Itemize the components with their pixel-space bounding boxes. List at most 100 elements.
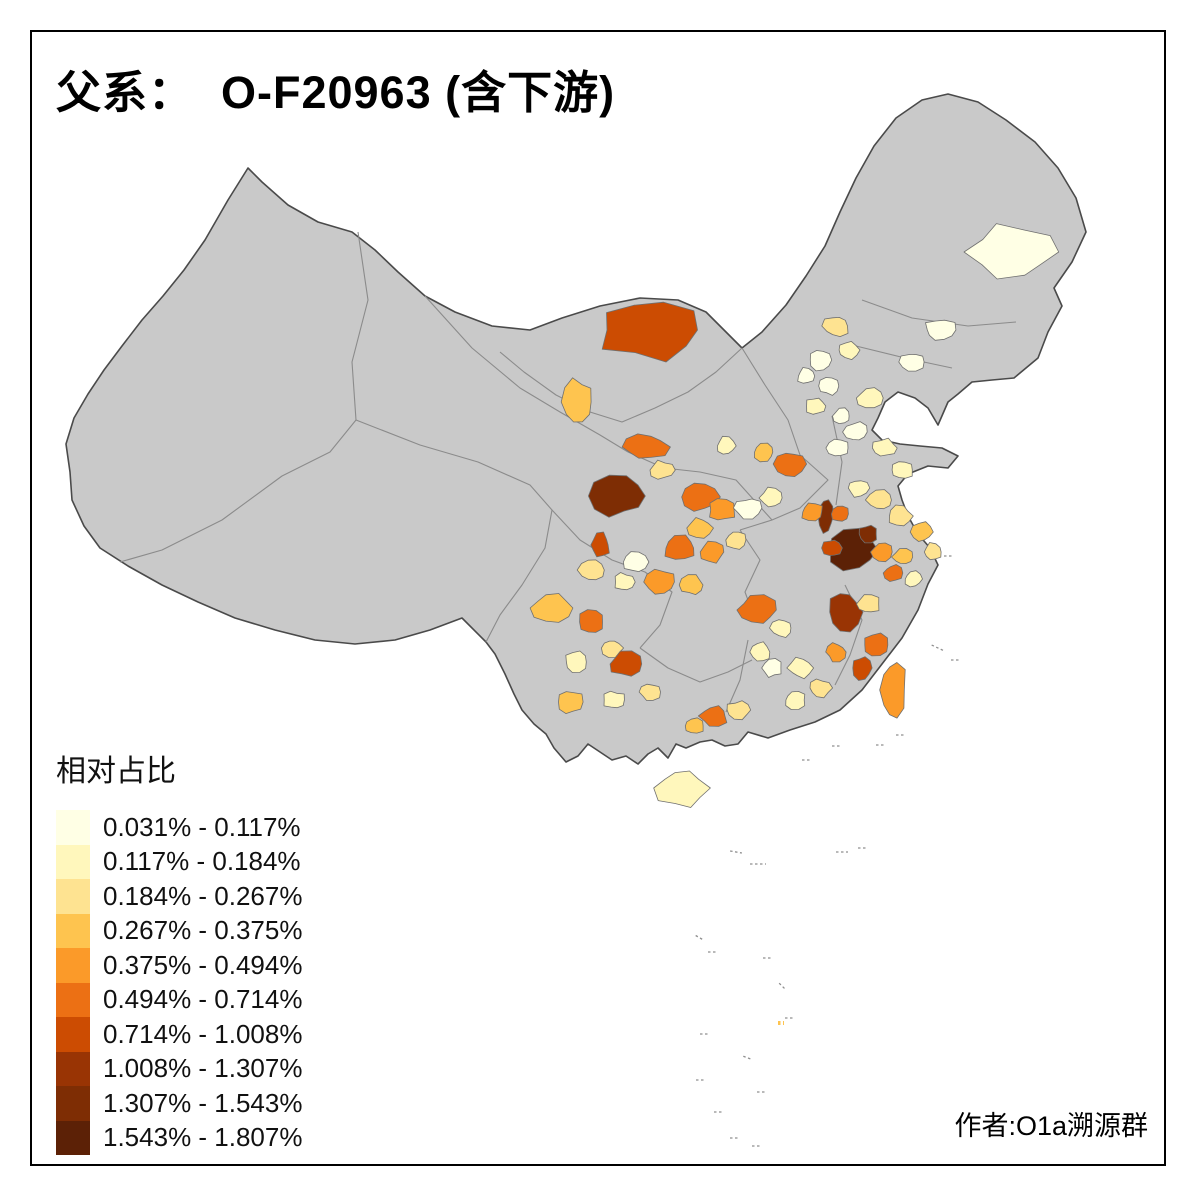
legend-title: 相对占比 [56, 755, 176, 788]
legend-label: 0.375% - 0.494% [103, 949, 303, 980]
legend-swatch [56, 810, 90, 845]
map-region [588, 474, 646, 518]
legend-label: 0.267% - 0.375% [103, 915, 303, 946]
map-region [904, 570, 923, 588]
map-region [865, 489, 892, 510]
map-region [909, 521, 934, 542]
colored-prefecture-regions [529, 223, 1060, 808]
legend-label: 1.008% - 1.307% [103, 1053, 303, 1084]
legend-rows: 0.031% - 0.117% 0.117% - 0.184% 0.184% - 0… [56, 810, 302, 1155]
map-region [786, 656, 814, 680]
map-region [560, 377, 592, 423]
legend-label: 1.543% - 1.807% [103, 1122, 303, 1153]
map-region [621, 433, 671, 459]
map-region [653, 770, 711, 808]
legend-row: 0.494% - 0.714% [56, 982, 303, 1017]
map-region [818, 377, 840, 396]
legend-row: 0.375% - 0.494% [56, 948, 302, 983]
legend-swatch [56, 844, 90, 879]
legend-row: 0.117% - 0.184% [56, 844, 302, 879]
map-region [609, 650, 643, 677]
province-border-line [739, 454, 829, 531]
map-region [678, 574, 704, 595]
map-region [879, 662, 906, 719]
south-china-sea-islands [695, 555, 961, 1147]
map-region [809, 678, 833, 699]
map-region [963, 223, 1060, 280]
map-region [684, 717, 704, 734]
map-region [603, 690, 625, 709]
sea-island-mark [695, 934, 705, 942]
map-region [579, 609, 603, 633]
province-border-line [741, 347, 801, 456]
map-region [801, 502, 823, 522]
map-region [709, 498, 735, 521]
province-border-line [551, 509, 673, 649]
map-region [864, 632, 889, 657]
map-region [825, 642, 847, 663]
map-region [842, 421, 868, 441]
map-region [832, 407, 850, 425]
province-border-line [499, 347, 743, 423]
map-region [736, 594, 777, 624]
sea-island-mark [729, 850, 743, 854]
map-region [847, 480, 871, 498]
legend-label: 0.494% - 0.714% [103, 984, 303, 1015]
province-border-line [119, 231, 369, 563]
map-region [831, 505, 849, 522]
map-region [717, 435, 737, 455]
legend-swatch [56, 1051, 90, 1086]
map-region [558, 691, 584, 714]
map-region [838, 340, 861, 361]
map-region [785, 691, 806, 710]
map-region [769, 619, 792, 638]
map-region [797, 367, 816, 384]
legend-row: 1.543% - 1.807% [56, 1120, 303, 1155]
legend-label: 0.714% - 1.008% [103, 1018, 303, 1049]
map-region [697, 705, 728, 727]
map-region [821, 539, 843, 556]
map-region [749, 641, 771, 662]
map-legend: 相对占比 0.031% - 0.117% 0.117% - 0.184% 0.184… [56, 746, 302, 1155]
legend-row: 0.714% - 1.008% [56, 1017, 302, 1052]
legend-swatch [56, 1017, 90, 1052]
map-region [772, 452, 807, 478]
map-region [898, 353, 925, 372]
map-region [825, 438, 849, 457]
legend-row: 0.267% - 0.375% [56, 913, 303, 948]
map-region [664, 534, 695, 560]
map-region [576, 559, 605, 581]
legend-label: 1.307% - 1.543% [103, 1087, 303, 1118]
page-title: 父系： O-F20963 (含下游) [56, 67, 616, 118]
map-region [856, 387, 884, 409]
map-region [614, 572, 636, 591]
china-outline [65, 93, 1087, 765]
legend-swatch [56, 1086, 90, 1121]
legend-label: 0.031% - 0.117% [103, 811, 301, 842]
map-region [888, 504, 914, 527]
map-region [643, 568, 675, 595]
province-border-line [639, 647, 753, 683]
author-attribution: 作者:O1a溯源群 [954, 1111, 1148, 1141]
map-region [638, 683, 661, 701]
legend-row: 0.184% - 0.267% [56, 879, 302, 914]
legend-swatch [56, 879, 90, 914]
map-region [699, 540, 725, 564]
map-region [870, 542, 893, 563]
map-region [623, 551, 650, 572]
legend-swatch [56, 913, 90, 948]
map-region [726, 700, 752, 721]
map-region [754, 442, 774, 463]
legend-swatch [56, 1120, 90, 1155]
province-border-line [627, 451, 773, 521]
province-border-line [424, 295, 629, 453]
map-region [809, 350, 833, 372]
map-region [821, 316, 849, 338]
province-border-line [831, 415, 843, 506]
map-region [761, 658, 782, 678]
map-region [529, 593, 574, 623]
map-region [882, 564, 904, 582]
legend-row: 0.031% - 0.117% [56, 810, 302, 845]
legend-label: 0.184% - 0.267% [103, 880, 303, 911]
